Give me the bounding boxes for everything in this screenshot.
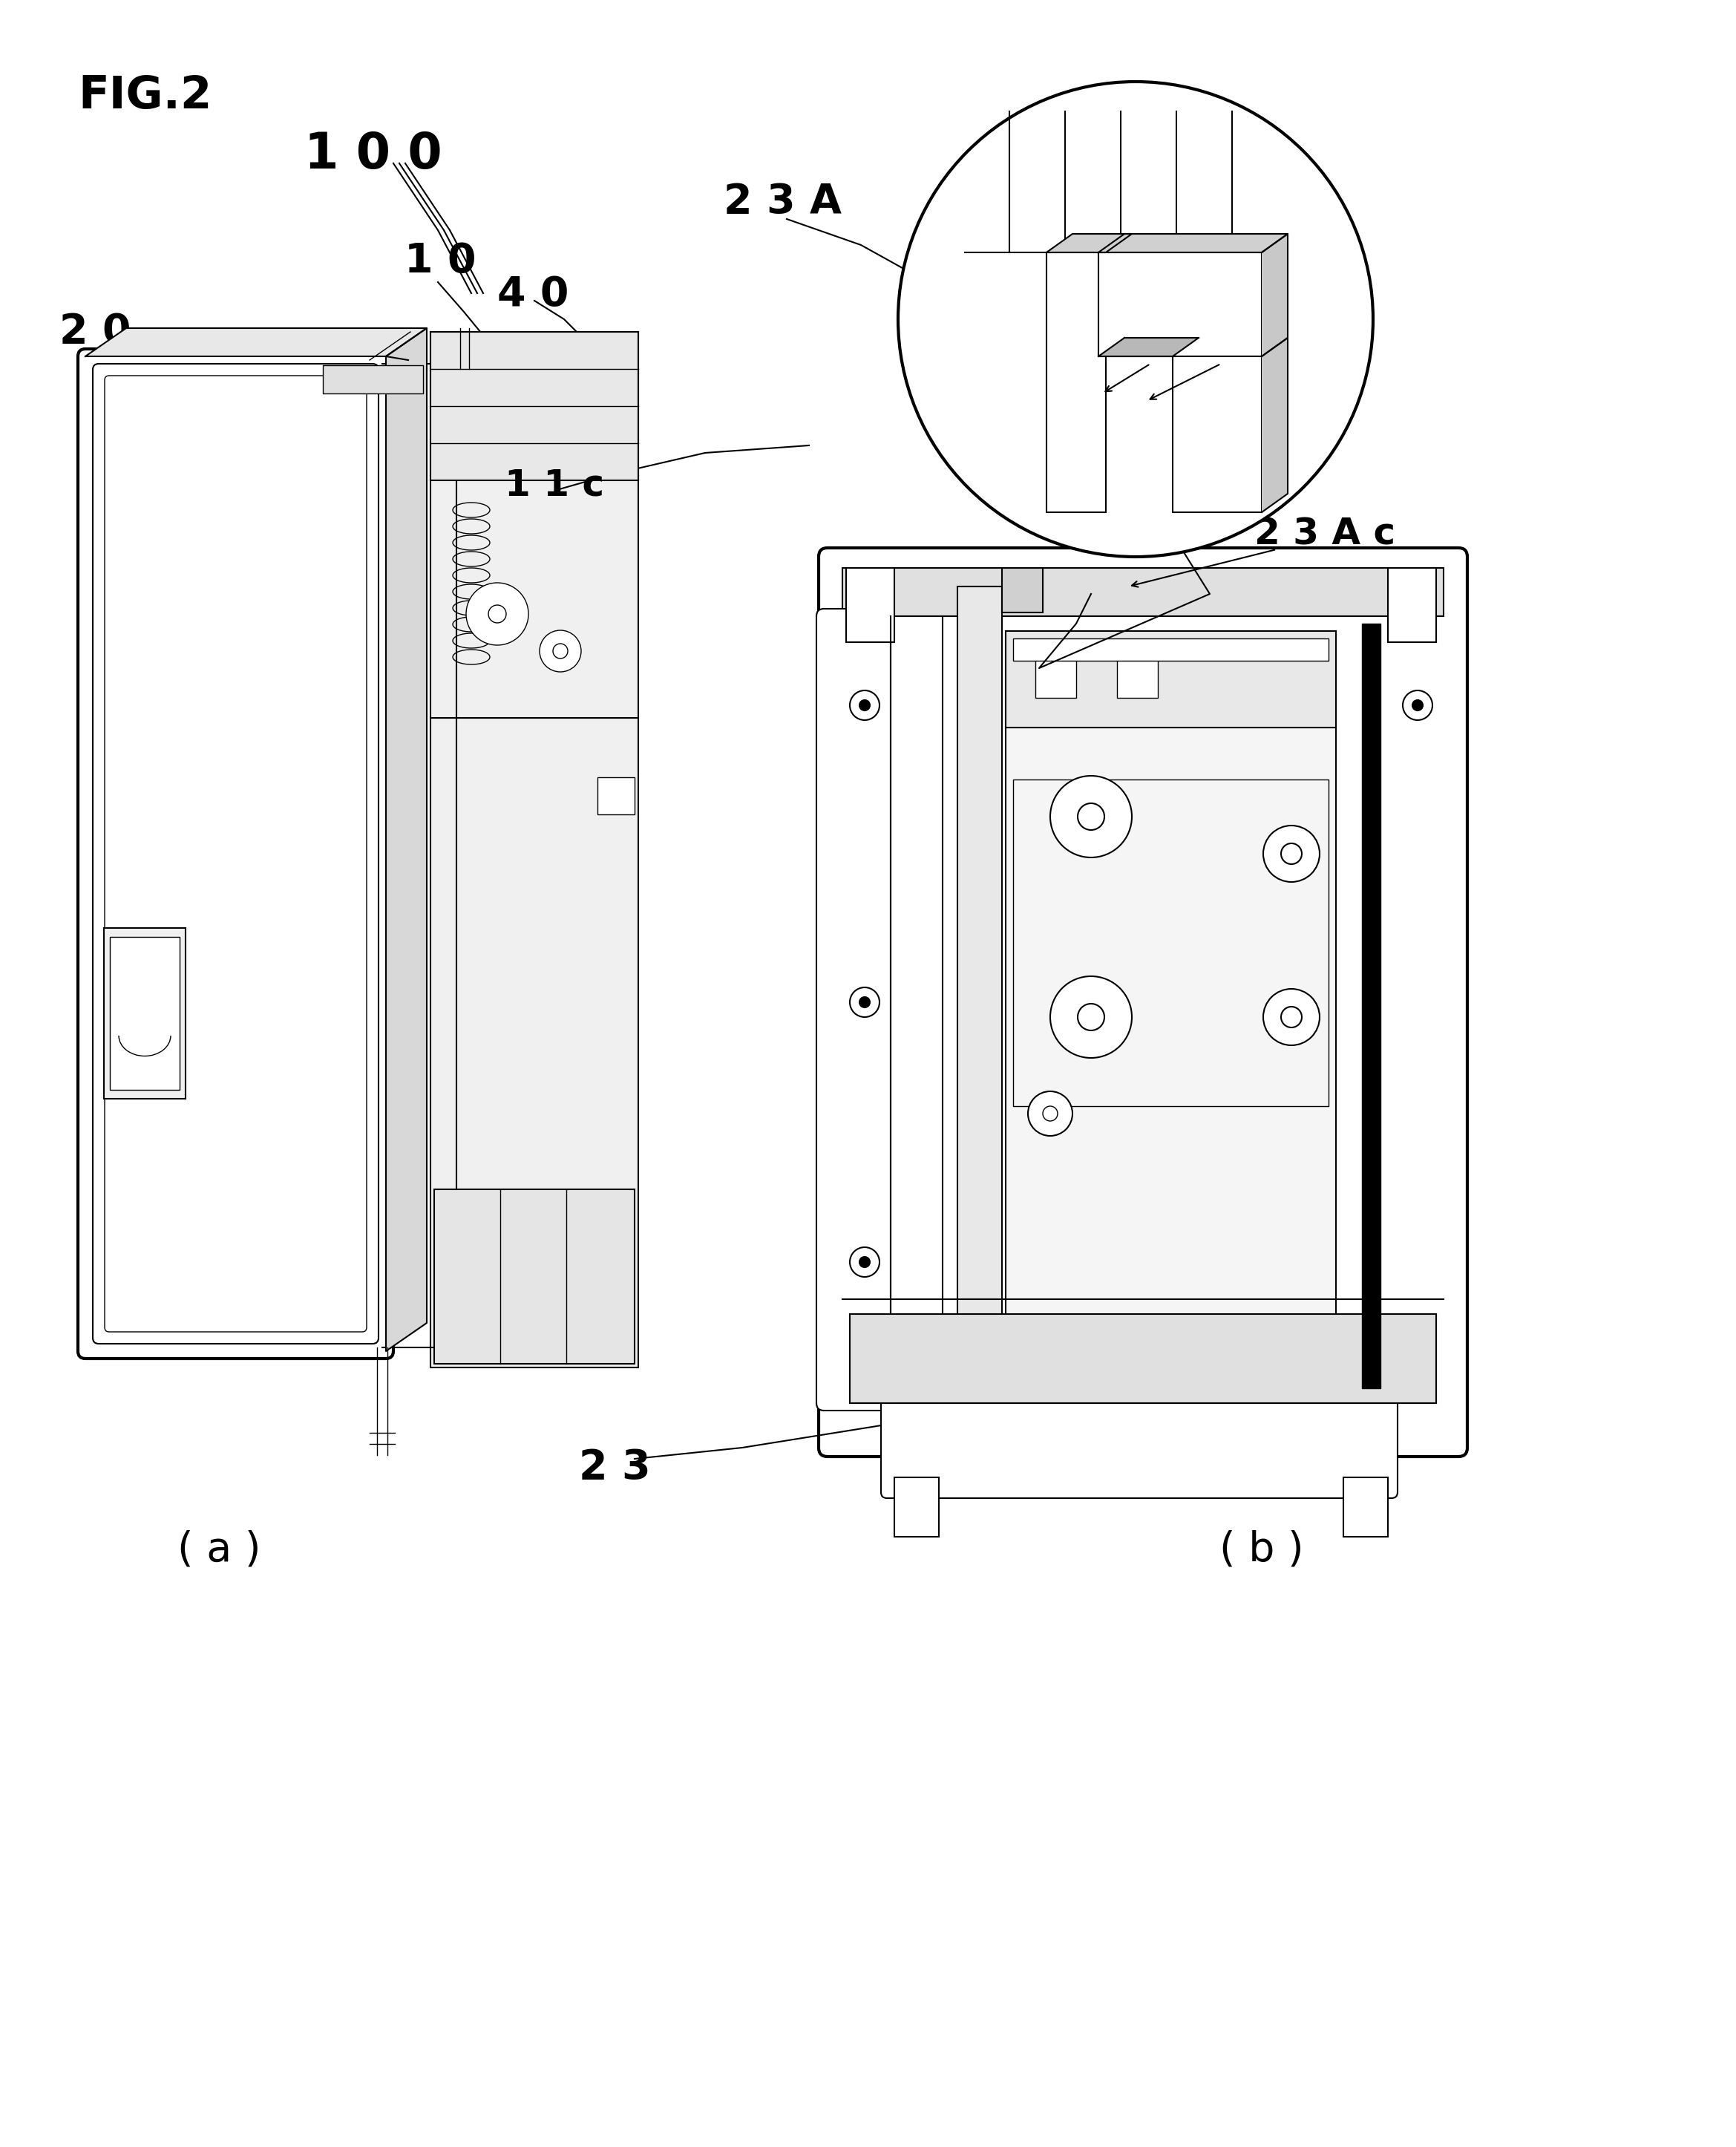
Circle shape: [1043, 1106, 1057, 1121]
Bar: [434, 1189, 635, 1363]
Circle shape: [859, 700, 870, 711]
FancyBboxPatch shape: [880, 1368, 1397, 1499]
Circle shape: [1078, 1003, 1104, 1031]
Circle shape: [851, 691, 880, 719]
Text: 2 3: 2 3: [578, 1447, 651, 1488]
Circle shape: [1403, 691, 1432, 719]
Circle shape: [1078, 803, 1104, 831]
Bar: [1035, 646, 1076, 698]
Text: 1 0: 1 0: [404, 240, 476, 281]
Circle shape: [1281, 1007, 1302, 1028]
Bar: [894, 1477, 939, 1537]
Bar: [1344, 1477, 1387, 1537]
Bar: [597, 777, 635, 814]
Text: 4 0: 4 0: [496, 275, 569, 316]
Polygon shape: [1262, 337, 1288, 513]
Bar: [1005, 631, 1337, 728]
Circle shape: [1264, 827, 1319, 882]
Polygon shape: [85, 328, 427, 356]
FancyBboxPatch shape: [78, 350, 394, 1359]
Circle shape: [1028, 1091, 1073, 1136]
Circle shape: [1050, 775, 1132, 857]
Polygon shape: [385, 328, 427, 1350]
Polygon shape: [1099, 234, 1288, 253]
Bar: [323, 365, 424, 393]
Circle shape: [465, 582, 528, 644]
Bar: [851, 1314, 1436, 1404]
Bar: [1387, 569, 1436, 642]
Circle shape: [1413, 700, 1424, 711]
Text: 1 1 c: 1 1 c: [505, 468, 604, 502]
Bar: [1174, 356, 1262, 513]
Bar: [1005, 631, 1337, 1389]
Bar: [1047, 253, 1106, 513]
Circle shape: [554, 644, 568, 659]
Circle shape: [898, 82, 1373, 556]
FancyBboxPatch shape: [104, 376, 366, 1331]
Circle shape: [851, 988, 880, 1018]
Bar: [845, 569, 894, 642]
Bar: [1014, 638, 1328, 661]
FancyBboxPatch shape: [92, 363, 378, 1344]
Text: 2 3 A: 2 3 A: [724, 182, 842, 221]
Bar: [431, 333, 639, 1368]
Text: ( b ): ( b ): [1220, 1529, 1304, 1569]
Text: 2 3 A c: 2 3 A c: [1255, 515, 1396, 552]
Text: FIG.2: FIG.2: [78, 75, 212, 118]
FancyBboxPatch shape: [819, 547, 1467, 1456]
Circle shape: [859, 1256, 870, 1267]
Bar: [1099, 253, 1262, 356]
Bar: [109, 936, 179, 1091]
Text: 1 0 0: 1 0 0: [304, 131, 443, 178]
Polygon shape: [1262, 234, 1288, 356]
FancyBboxPatch shape: [816, 610, 891, 1411]
Bar: [1363, 623, 1380, 1389]
Circle shape: [1050, 977, 1132, 1058]
Circle shape: [540, 631, 582, 672]
Circle shape: [859, 996, 870, 1007]
Circle shape: [1264, 990, 1319, 1046]
Text: 2 0: 2 0: [59, 311, 130, 352]
Circle shape: [488, 605, 507, 623]
Bar: [104, 928, 186, 1099]
Circle shape: [1281, 844, 1302, 863]
Circle shape: [851, 1247, 880, 1277]
Text: ( a ): ( a ): [177, 1529, 260, 1569]
Bar: [431, 333, 639, 481]
Polygon shape: [1047, 234, 1132, 253]
Bar: [1116, 646, 1158, 698]
Bar: [1002, 569, 1043, 612]
Bar: [842, 569, 1444, 616]
Bar: [1014, 779, 1328, 1106]
Bar: [958, 586, 1002, 1389]
Polygon shape: [1099, 337, 1198, 356]
